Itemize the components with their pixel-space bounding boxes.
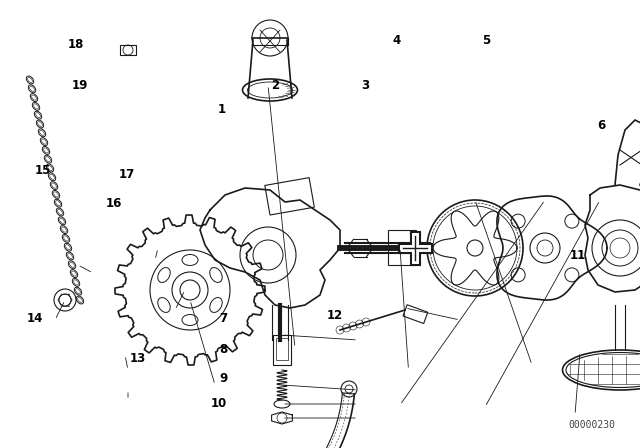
- Text: 11: 11: [570, 249, 586, 262]
- Text: 5: 5: [483, 34, 490, 47]
- Text: 8: 8: [219, 343, 227, 356]
- Text: 14: 14: [27, 311, 44, 325]
- Text: 12: 12: [326, 309, 342, 323]
- Bar: [403, 305, 428, 323]
- Text: 7: 7: [219, 311, 227, 325]
- Bar: [276, 338, 288, 360]
- Bar: [265, 178, 314, 215]
- Text: 00000230: 00000230: [568, 420, 615, 430]
- Text: 1: 1: [218, 103, 226, 116]
- Bar: [120, 45, 136, 55]
- Text: 2: 2: [271, 78, 279, 92]
- Text: 4: 4: [393, 34, 401, 47]
- Text: 9: 9: [219, 372, 227, 385]
- Bar: [273, 335, 291, 365]
- Text: 15: 15: [35, 164, 51, 177]
- Text: 10: 10: [211, 396, 227, 410]
- Bar: [388, 230, 416, 265]
- Text: 3: 3: [361, 78, 369, 92]
- Text: 17: 17: [118, 168, 134, 181]
- Text: 16: 16: [106, 197, 122, 211]
- Text: 13: 13: [129, 352, 146, 365]
- Text: 19: 19: [72, 78, 88, 92]
- Text: 18: 18: [67, 38, 84, 52]
- Text: 6: 6: [598, 119, 605, 132]
